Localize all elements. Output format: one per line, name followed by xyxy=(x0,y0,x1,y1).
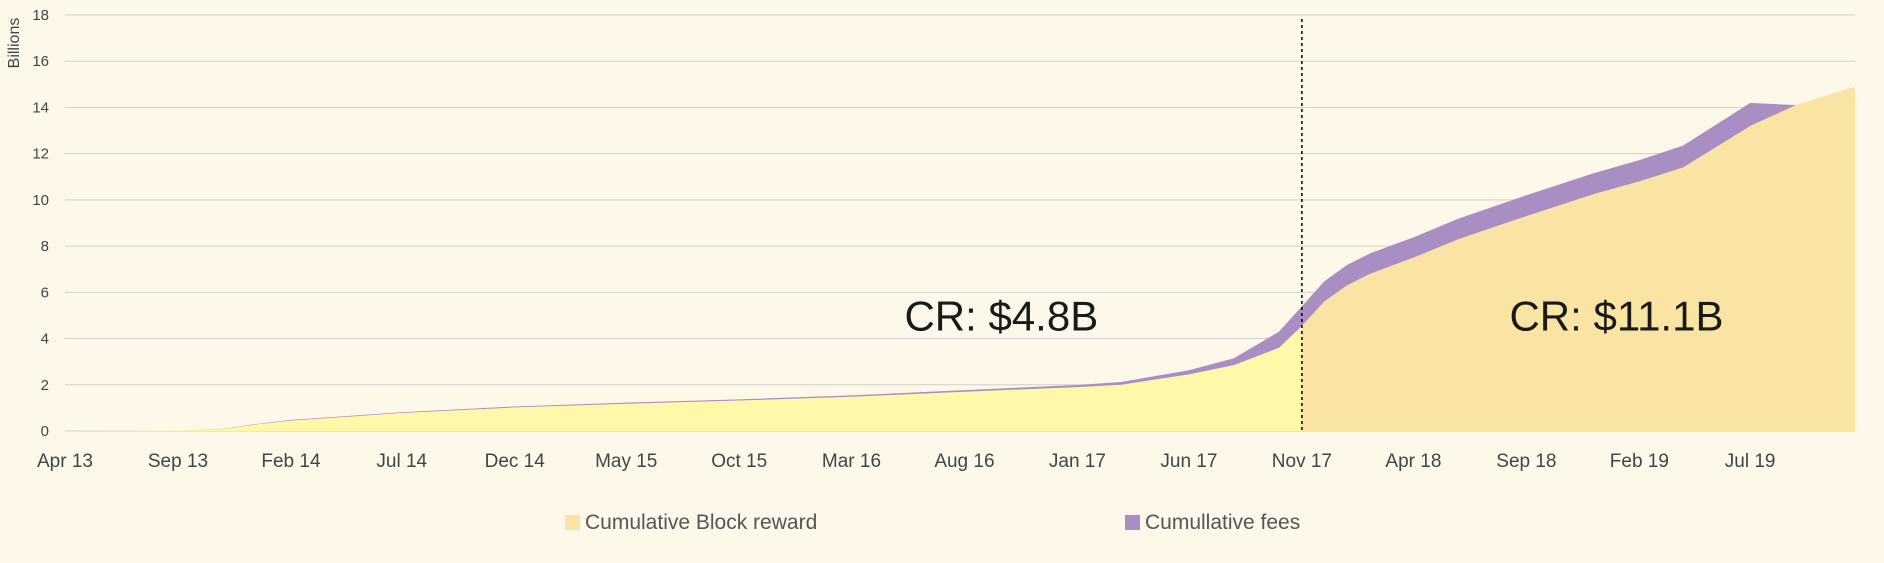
block-reward-area-after xyxy=(1301,86,1855,432)
y-axis-title: Billions xyxy=(6,18,23,69)
x-tick-label: Dec 14 xyxy=(485,451,546,472)
y-tick-label: 12 xyxy=(32,146,49,163)
y-tick-label: 16 xyxy=(32,53,49,70)
x-tick-label: May 15 xyxy=(595,451,657,472)
y-tick-label: 6 xyxy=(41,284,49,301)
x-tick-label: Apr 13 xyxy=(37,451,93,472)
cr-annotation: CR: $4.8B xyxy=(904,292,1098,339)
area-series xyxy=(65,86,1855,432)
x-tick-label: Nov 17 xyxy=(1272,451,1332,472)
x-tick-label: Jul 14 xyxy=(376,451,427,472)
y-tick-label: 8 xyxy=(41,238,49,255)
legend: Cumulative Block reward Cumullative fees xyxy=(565,511,1300,534)
x-tick-label: Mar 16 xyxy=(822,451,881,472)
y-tick-label: 14 xyxy=(32,99,49,116)
legend-swatch xyxy=(565,515,580,530)
x-tick-label: Jul 19 xyxy=(1725,451,1776,472)
x-tick-label: Jun 17 xyxy=(1160,451,1217,472)
y-tick-label: 4 xyxy=(41,331,49,348)
x-tick-label: Feb 14 xyxy=(261,451,321,472)
x-tick-label: Sep 18 xyxy=(1496,451,1556,472)
x-tick-label: Jan 17 xyxy=(1049,451,1106,472)
legend-label: Cumullative fees xyxy=(1145,511,1300,534)
x-tick-label: Oct 15 xyxy=(711,451,767,472)
x-tick-label: Apr 18 xyxy=(1385,451,1441,472)
gridlines xyxy=(65,14,1855,432)
x-tick-label: Aug 16 xyxy=(934,451,994,472)
y-tick-label: 10 xyxy=(32,192,49,209)
x-tick-label: Sep 13 xyxy=(148,451,208,472)
y-tick-label: 0 xyxy=(41,423,49,440)
block-reward-area-before xyxy=(65,325,1302,431)
legend-swatch xyxy=(1125,515,1140,530)
x-tick-label: Feb 19 xyxy=(1610,451,1669,472)
annotations: CR: $4.8B CR: $11.1B xyxy=(904,292,1723,339)
cr-annotation: CR: $11.1B xyxy=(1509,292,1723,339)
y-tick-label: 2 xyxy=(41,377,49,394)
legend-label: Cumulative Block reward xyxy=(585,511,817,534)
y-tick-label: 18 xyxy=(32,7,49,24)
axes: 0 2 4 6 8 10 12 14 16 18 Apr 13 Sep 13 Feb 14 Jul 14 D… xyxy=(32,7,1775,472)
